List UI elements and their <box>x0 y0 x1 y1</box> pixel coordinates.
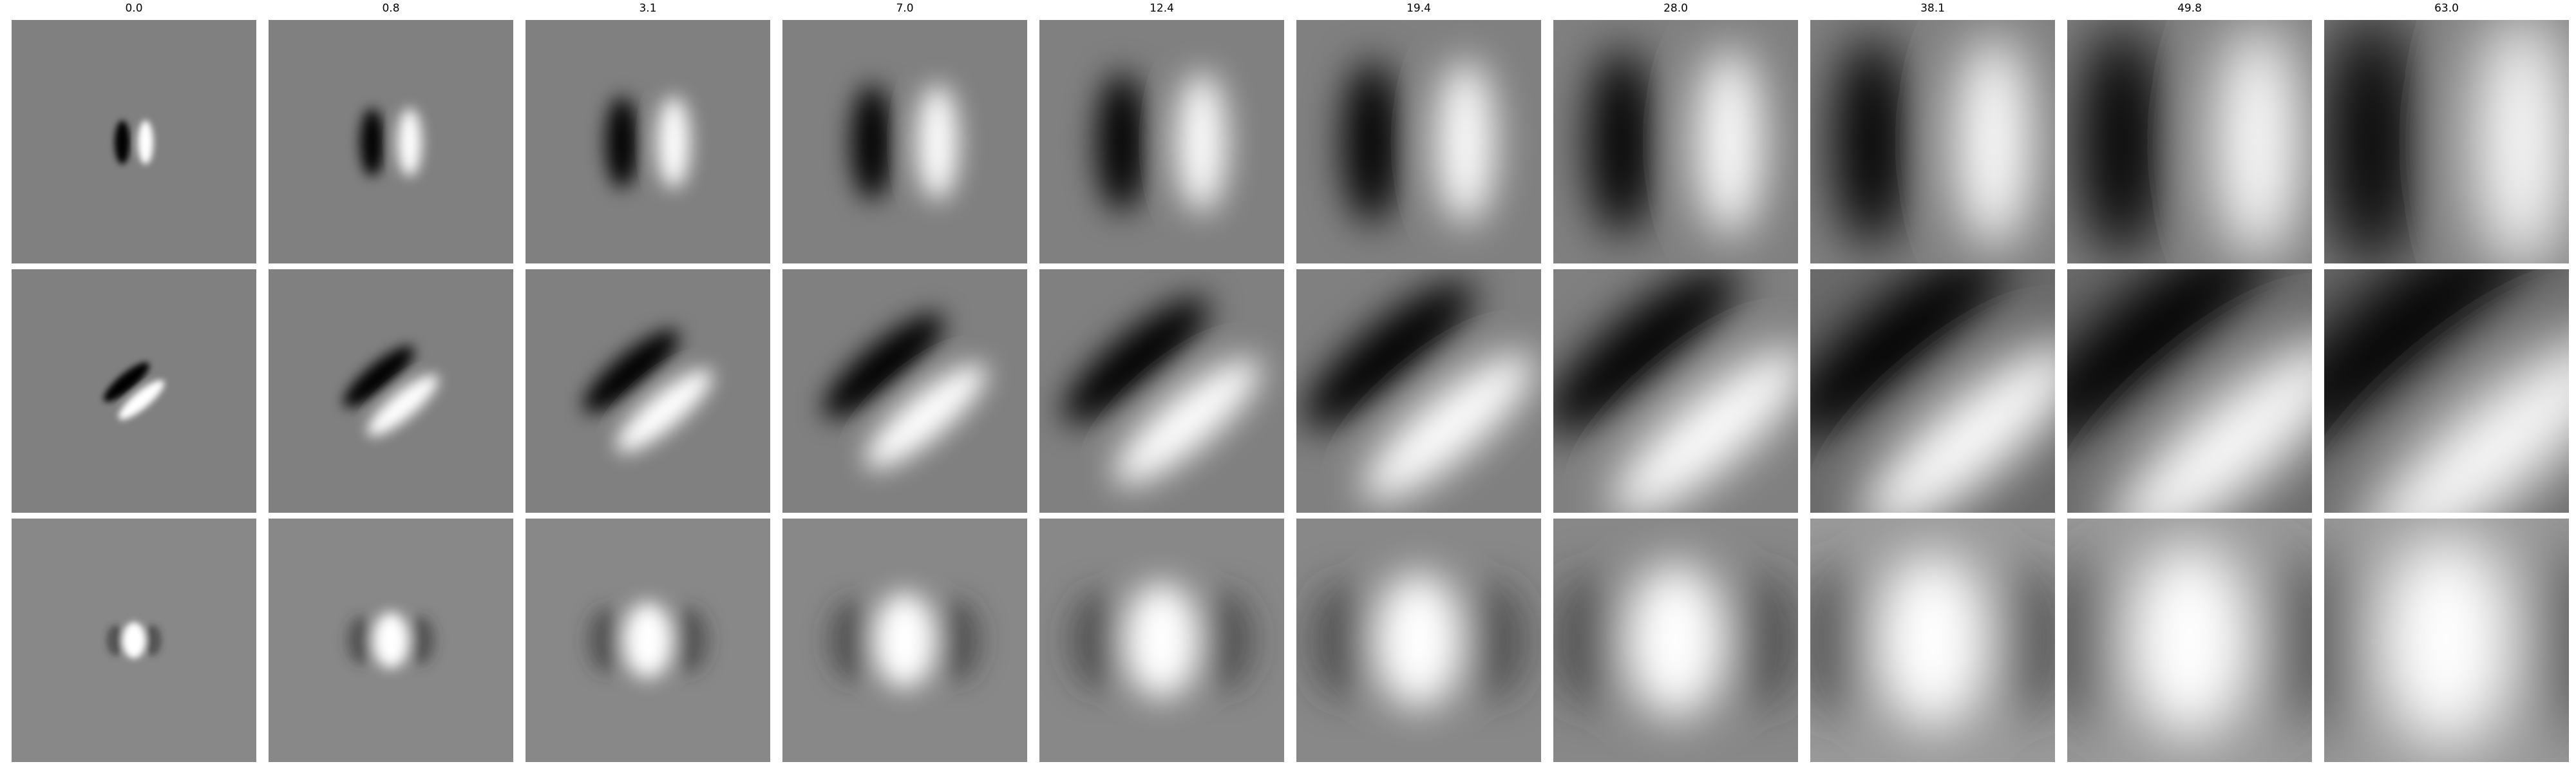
image-panel <box>1039 269 1284 513</box>
image-panel <box>12 20 256 263</box>
image-panel <box>1296 519 1541 762</box>
column-title: 7.0 <box>896 2 913 15</box>
image-panel <box>2067 519 2312 762</box>
column-title: 0.0 <box>125 2 142 15</box>
image-panel <box>782 519 1027 762</box>
image-panel <box>2067 269 2312 513</box>
image-panel <box>1553 269 1798 513</box>
column-title: 63.0 <box>2434 2 2459 15</box>
image-panel <box>526 269 770 513</box>
image-panel <box>12 519 256 762</box>
image-panel <box>1039 519 1284 762</box>
image-panel <box>2324 519 2569 762</box>
column-title: 49.8 <box>2177 2 2202 15</box>
image-panel <box>2324 20 2569 263</box>
image-panel <box>1810 269 2055 513</box>
image-panel <box>2324 269 2569 513</box>
image-panel <box>12 269 256 513</box>
column-title: 19.4 <box>1406 2 1431 15</box>
image-panel <box>526 519 770 762</box>
image-panel <box>1553 519 1798 762</box>
image-panel <box>1039 20 1284 263</box>
column-title: 28.0 <box>1663 2 1688 15</box>
image-panel <box>269 269 513 513</box>
image-panel <box>2067 20 2312 263</box>
image-panel <box>269 519 513 762</box>
image-panel <box>1553 20 1798 263</box>
image-panel <box>1296 20 1541 263</box>
image-panel <box>1810 20 2055 263</box>
image-panel <box>782 20 1027 263</box>
image-panel <box>526 20 770 263</box>
column-title: 3.1 <box>639 2 656 15</box>
image-panel <box>1296 269 1541 513</box>
column-title: 12.4 <box>1150 2 1174 15</box>
image-panel <box>782 269 1027 513</box>
column-title: 38.1 <box>1920 2 1945 15</box>
image-panel <box>269 20 513 263</box>
image-panel <box>1810 519 2055 762</box>
column-title: 0.8 <box>382 2 399 15</box>
